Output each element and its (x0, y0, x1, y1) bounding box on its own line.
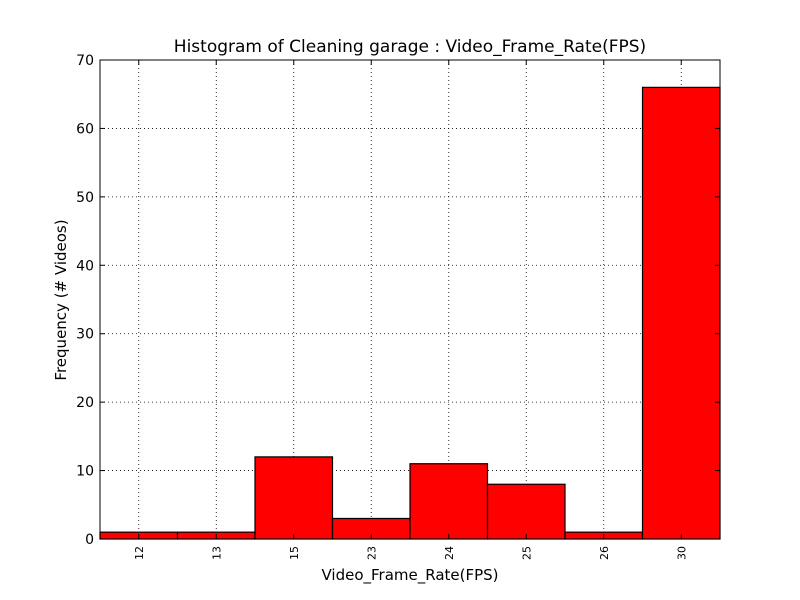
y-tick-label: 0 (85, 532, 94, 548)
x-tick-label: 25 (520, 546, 533, 560)
y-tick-label: 50 (76, 190, 94, 206)
chart-title: Histogram of Cleaning garage : Video_Fra… (174, 37, 646, 57)
x-tick-label: 23 (365, 546, 378, 560)
x-tick-label: 12 (133, 546, 146, 560)
y-tick-label: 30 (76, 327, 94, 343)
bar-24 (409, 463, 489, 540)
y-tick-label: 20 (76, 395, 94, 411)
x-tick-label: 24 (443, 546, 456, 560)
x-tick-label: 30 (675, 546, 688, 560)
y-tick-label: 60 (76, 121, 94, 137)
plot-frame (99, 59, 721, 540)
bar-25 (486, 483, 566, 540)
y-tick-label: 10 (76, 464, 94, 480)
y-tick-labels: 0 10 20 30 40 50 60 70 (76, 53, 94, 548)
y-tick-label: 70 (76, 53, 94, 69)
x-tick-labels: 12 13 15 23 24 25 26 30 (133, 546, 689, 560)
y-axis-label: Frequency (# Videos) (52, 219, 70, 380)
grid (100, 60, 720, 539)
bar-15 (254, 456, 334, 540)
x-tick-label: 15 (288, 546, 301, 560)
ticks (100, 59, 720, 540)
x-tick-label: 26 (598, 546, 611, 560)
bar-30 (641, 86, 721, 540)
x-axis-label: Video_Frame_Rate(FPS) (321, 566, 498, 585)
y-tick-label: 40 (76, 258, 94, 274)
x-tick-label: 13 (210, 546, 223, 560)
